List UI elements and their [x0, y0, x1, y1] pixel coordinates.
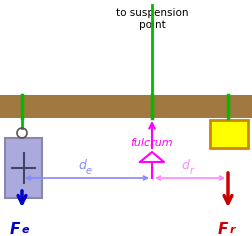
Text: d: d — [78, 159, 86, 172]
Text: to suspension
point: to suspension point — [116, 8, 188, 30]
Text: d: d — [181, 159, 189, 172]
Text: r: r — [190, 166, 194, 176]
Text: e: e — [22, 225, 29, 235]
Text: r: r — [230, 225, 236, 235]
Bar — [210, 120, 248, 148]
Bar — [0, 95, 252, 118]
Text: F: F — [10, 222, 20, 236]
Text: fulcrum: fulcrum — [131, 138, 173, 148]
Text: F: F — [218, 222, 228, 236]
Bar — [5, 138, 42, 198]
Text: e: e — [86, 166, 92, 176]
